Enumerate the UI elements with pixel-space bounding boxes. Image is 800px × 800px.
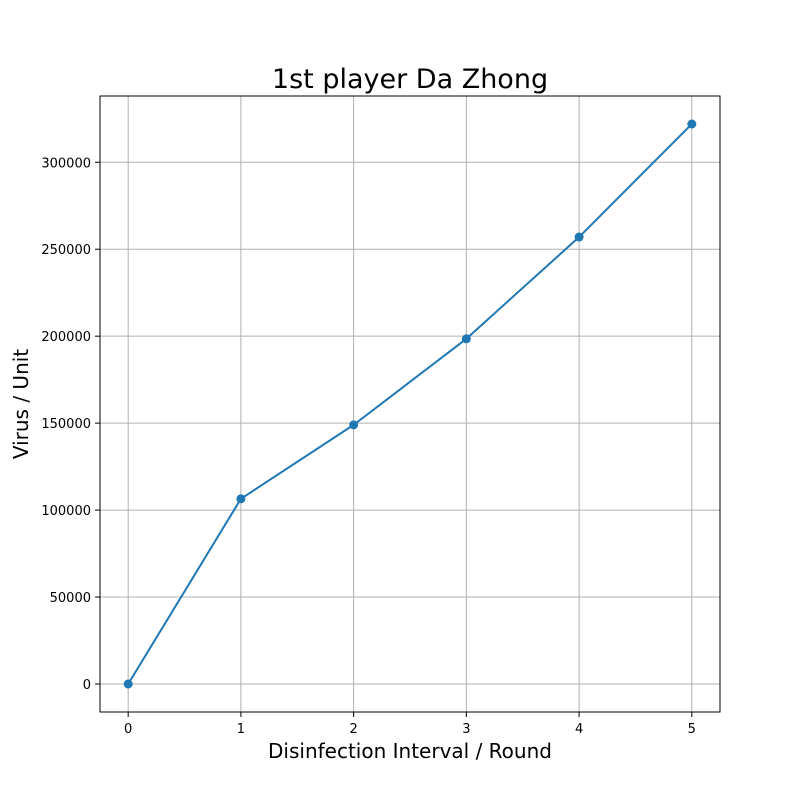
data-point xyxy=(236,494,246,504)
y-tick-label: 150000 xyxy=(41,417,91,432)
x-tick-label: 5 xyxy=(688,722,696,737)
series-line-layer xyxy=(127,123,693,685)
data-point xyxy=(574,232,584,242)
data-point xyxy=(687,119,697,129)
x-axis-label: Disinfection Interval / Round xyxy=(268,739,552,763)
y-axis-label: Virus / Unit xyxy=(9,349,33,459)
x-tick-label: 3 xyxy=(462,722,470,737)
series-line xyxy=(127,123,693,685)
plot-area-frame xyxy=(99,95,721,713)
y-tick-label: 250000 xyxy=(41,243,91,258)
x-tick-label: 4 xyxy=(575,722,583,737)
grid-lines xyxy=(100,96,720,712)
axis-ticks: 0 1 2 3 4 5 0 50000 100000 150000 200000 250000 3000… xyxy=(41,156,696,737)
x-tick-label: 0 xyxy=(124,722,132,737)
x-tick-label: 2 xyxy=(349,722,357,737)
y-tick-label: 200000 xyxy=(41,330,91,345)
data-point xyxy=(461,334,471,344)
x-tick-label: 1 xyxy=(237,722,245,737)
data-point xyxy=(349,420,359,430)
data-point xyxy=(123,679,133,689)
y-tick-label: 300000 xyxy=(41,156,91,171)
series-markers xyxy=(123,119,697,689)
chart-title: 1st player Da Zhong xyxy=(272,64,548,95)
y-tick-label: 50000 xyxy=(50,591,91,606)
y-tick-label: 0 xyxy=(83,678,91,693)
y-tick-label: 100000 xyxy=(41,504,91,519)
